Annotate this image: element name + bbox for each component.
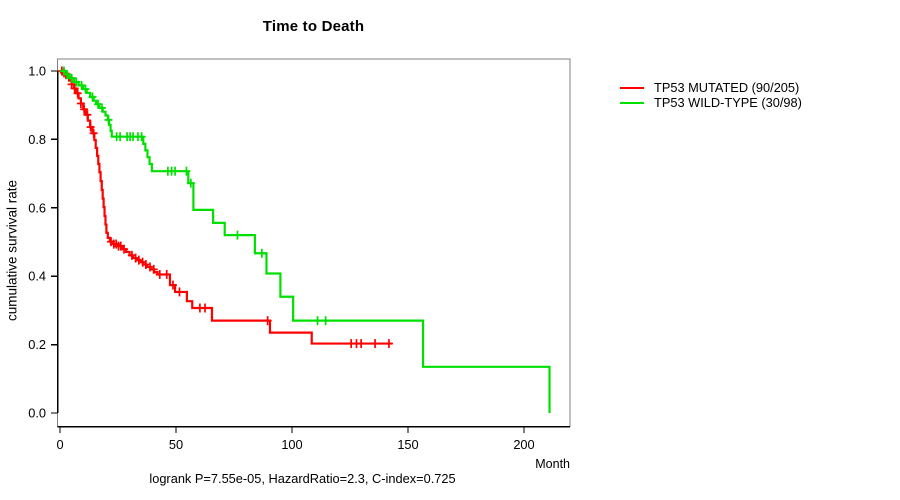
legend-line-swatch	[620, 86, 644, 89]
y-tick-label: 0.2	[28, 337, 46, 352]
y-tick-label: 1.0	[28, 64, 46, 79]
statistics-footer: logrank P=7.55e-05, HazardRatio=2.3, C-i…	[149, 471, 456, 486]
x-tick-label: 150	[397, 437, 418, 452]
legend-row-wild-type: TP53 WILD-TYPE (30/98)	[620, 95, 802, 110]
legend-label: TP53 MUTATED (90/205)	[654, 80, 800, 95]
y-tick-label: 0.0	[28, 406, 46, 421]
x-axis-label: Month	[535, 457, 570, 471]
y-tick-label: 0.8	[28, 132, 46, 147]
x-tick-label: 100	[281, 437, 302, 452]
x-tick-label: 50	[169, 437, 183, 452]
survival-curve-wild-type	[60, 69, 551, 413]
x-tick-label: 0	[56, 437, 63, 452]
y-tick-label: 0.6	[28, 200, 46, 215]
chart-title: Time to Death	[262, 18, 365, 35]
legend-line-swatch	[620, 101, 644, 104]
legend-row-mutated: TP53 MUTATED (90/205)	[620, 80, 802, 95]
y-tick-label: 0.4	[28, 269, 46, 284]
plot-box	[56, 58, 571, 428]
legend: TP53 MUTATED (90/205) TP53 WILD-TYPE (30/…	[620, 80, 802, 110]
survival-curve-mutated	[60, 69, 392, 345]
x-tick-label: 200	[513, 437, 534, 452]
legend-label: TP53 WILD-TYPE (30/98)	[654, 95, 802, 110]
